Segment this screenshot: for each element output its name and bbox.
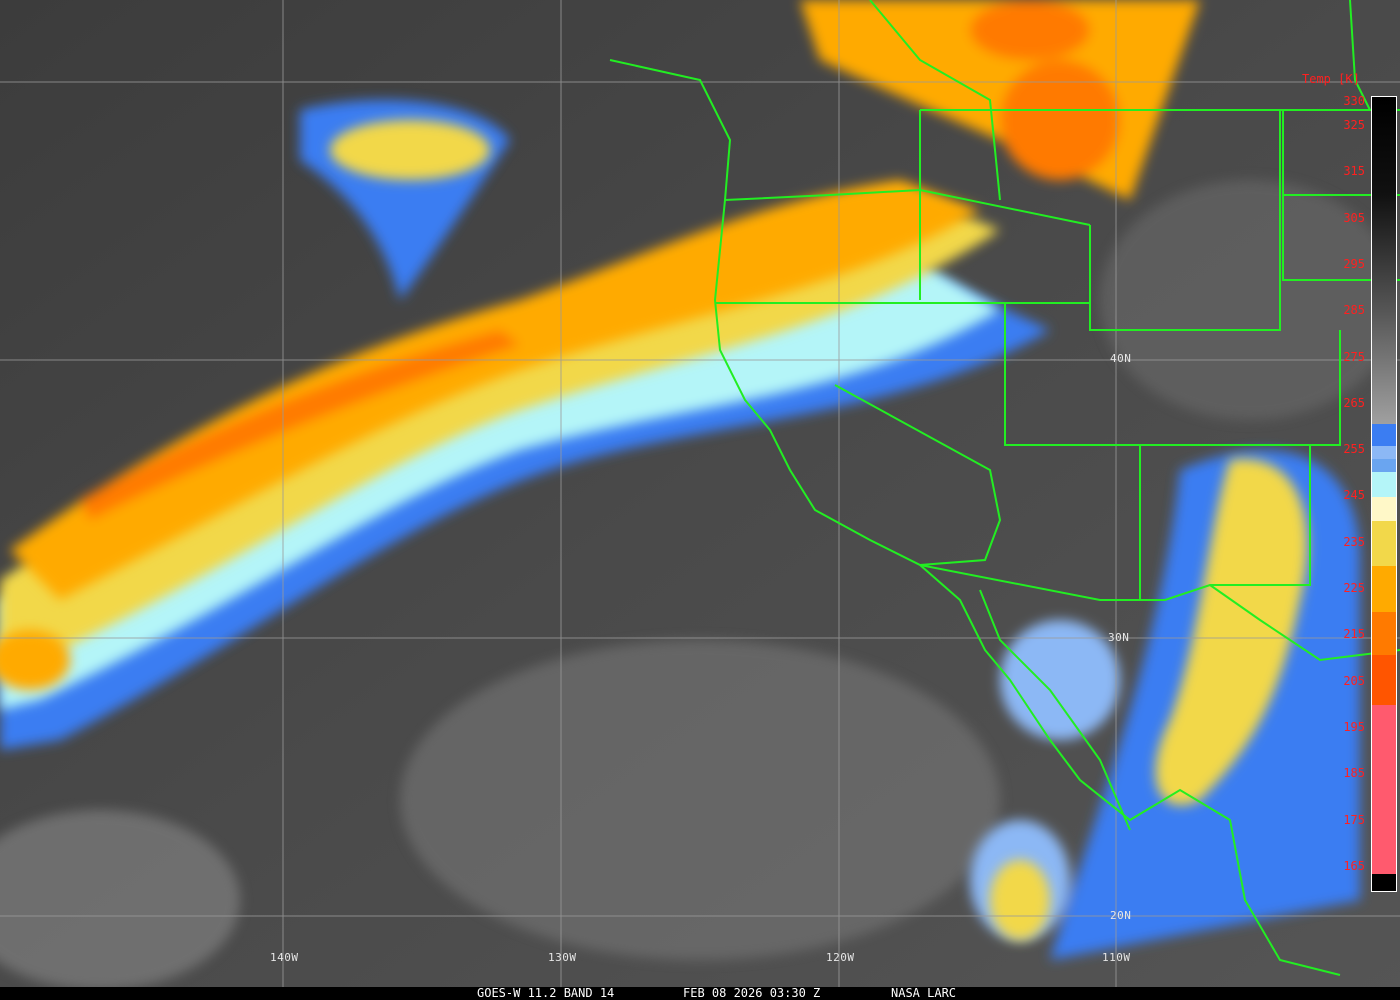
colorbar-tick-label: 175 [1343,812,1365,827]
credit-label: NASA LARC [891,986,957,1000]
colorbar-cyan [1372,472,1396,497]
colorbar-tick-label: 205 [1343,673,1365,688]
colorbar-dark-orange [1372,612,1396,655]
colorbar-pink [1372,705,1396,874]
lat-label-30n: 30N [1108,631,1130,644]
colorbar-red-orange [1372,655,1396,705]
colorbar-tick-label: 305 [1343,210,1365,225]
colorbar-orange [1372,566,1396,612]
colorbar-yellow [1372,521,1396,566]
colorbar-tick-label: 195 [1343,719,1365,734]
colorbar-tick-label: 255 [1343,442,1365,457]
footer-bar: GOES-W 11.2 BAND 14 FEB 08 2026 03:30 Z … [0,987,1400,1000]
colorbar-tick-label: 275 [1343,349,1365,364]
colorbar-tick-label: 235 [1343,534,1365,549]
colorbar-tick-label: 325 [1343,118,1365,132]
colorbar-tick-label: 185 [1343,766,1365,781]
temperature-colorbar [1371,96,1397,892]
colorbar-tick-label: 225 [1343,581,1365,595]
colorbar-tick-label: 285 [1343,303,1365,318]
lon-label-130w: 130W [548,951,577,964]
colorbar-gray-ramp [1372,97,1396,424]
colorbar-tick-label: 295 [1343,256,1365,271]
colorbar-mid-blue [1372,459,1396,472]
lat-label-40n: 40N [1110,352,1132,365]
political-borders [609,0,1400,976]
lon-label-120w: 120W [826,951,855,964]
lat-label-20n: 20N [1110,909,1132,922]
colorbar-light-blue [1372,446,1396,459]
colorbar-blue [1372,424,1396,446]
colorbar-tick-label: 245 [1343,488,1365,503]
timestamp-label: FEB 08 2026 03:30 Z [683,986,821,1000]
cloud-band-yellow [0,120,1308,940]
lon-label-140w: 140W [270,951,299,964]
colorbar-title: Temp [K] [1302,72,1360,86]
colorbar-black-end [1372,874,1396,891]
colorbar-pale-yellow [1372,497,1396,521]
satellite-band-label: GOES-W 11.2 BAND 14 [477,986,615,1000]
colorbar-tick-label: 315 [1343,164,1365,179]
colorbar-tick-label: 265 [1343,395,1365,410]
colorbar-tick-label: 330 [1343,94,1365,108]
cloud-band-orange [0,0,1200,690]
colorbar-tick-label: 215 [1343,627,1365,642]
lon-label-110w: 110W [1102,951,1131,964]
colorbar-tick-label: 165 [1343,858,1365,873]
cloud-band-cyan [0,250,1000,710]
